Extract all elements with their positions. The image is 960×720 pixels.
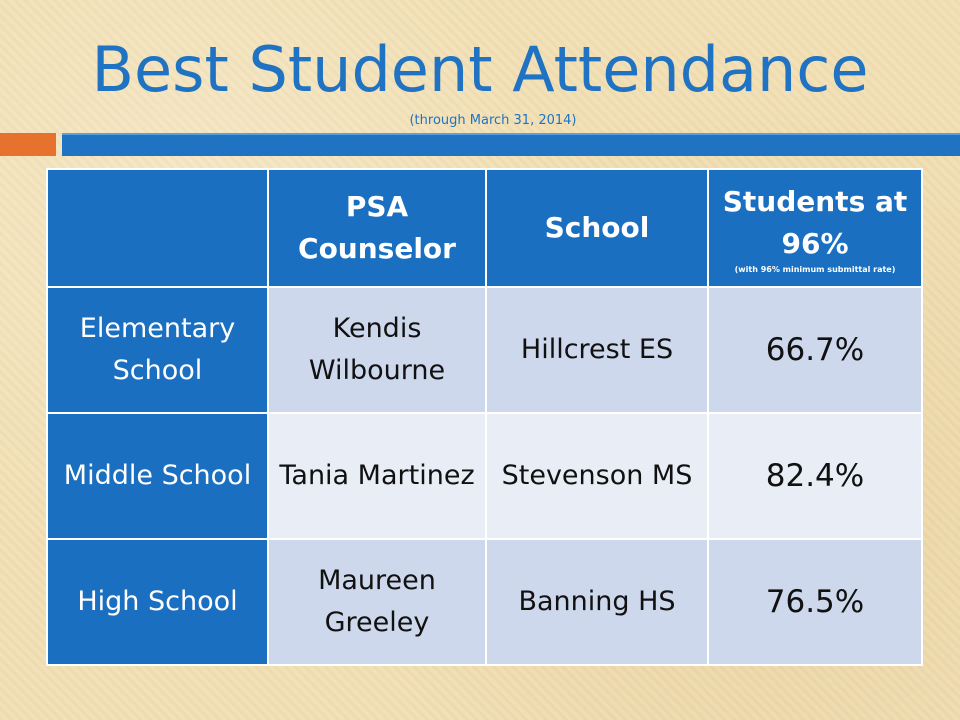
header-students-at-96: Students at 96% (with 96% minimum submit… (707, 168, 923, 288)
row-level: Middle School (46, 412, 269, 540)
header-school: School (485, 168, 709, 288)
row-value: 82.4% (707, 412, 923, 540)
accent-bar-blue (62, 133, 960, 156)
table-row: Middle School Tania Martinez Stevenson M… (46, 412, 923, 540)
row-school: Stevenson MS (485, 412, 709, 540)
row-school: Hillcrest ES (485, 286, 709, 414)
slide-title: Best Student Attendance (91, 33, 869, 106)
row-counselor: Kendis Wilbourne (267, 286, 487, 414)
row-counselor: Tania Martinez (267, 412, 487, 540)
row-value: 76.5% (707, 538, 923, 666)
table-row: Elementary School Kendis Wilbourne Hillc… (46, 286, 923, 414)
header-note: (with 96% minimum submittal rate) (734, 265, 896, 274)
header-students-label: Students at 96% (722, 185, 908, 260)
header-psa-counselor: PSA Counselor (267, 168, 487, 288)
accent-bar-orange (0, 133, 56, 156)
table-row: High School Maureen Greeley Banning HS 7… (46, 538, 923, 666)
accent-bar-highlight (62, 133, 960, 135)
table-header-row: PSA Counselor School Students at 96% (wi… (46, 168, 923, 288)
row-value: 66.7% (707, 286, 923, 414)
row-counselor: Maureen Greeley (267, 538, 487, 666)
row-level: High School (46, 538, 269, 666)
slide-subtitle: (through March 31, 2014) (409, 113, 577, 128)
header-cell-blank (46, 168, 269, 288)
row-school: Banning HS (485, 538, 709, 666)
attendance-table: PSA Counselor School Students at 96% (wi… (46, 168, 923, 666)
row-level: Elementary School (46, 286, 269, 414)
